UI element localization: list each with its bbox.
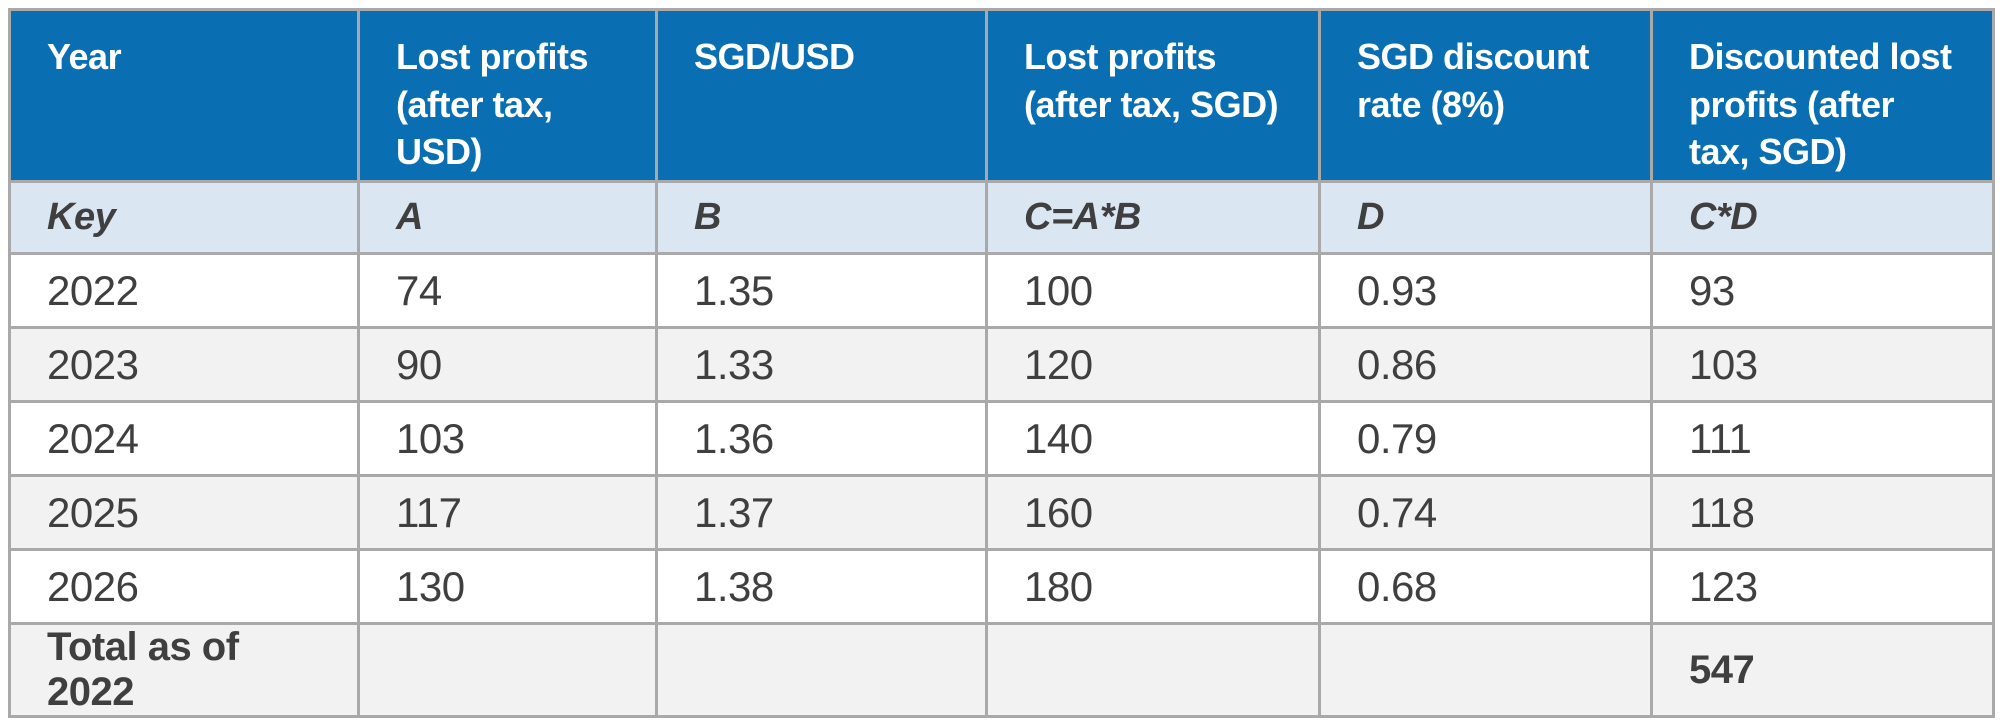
value-cell: 140: [985, 400, 1321, 477]
value-cell: 93: [1650, 252, 1995, 329]
column-header-lost-profits-sgd: Lost profits (after tax, SGD): [985, 8, 1321, 183]
empty-cell: [985, 622, 1321, 718]
empty-cell: [655, 622, 988, 718]
empty-cell: [357, 622, 658, 718]
key-cell-cd: C*D: [1650, 180, 1995, 255]
year-cell: 2022: [8, 252, 360, 329]
key-cell-c: C=A*B: [985, 180, 1321, 255]
key-row: Key A B C=A*B D C*D: [8, 180, 1995, 255]
value-cell: 74: [357, 252, 658, 329]
value-cell: 180: [985, 548, 1321, 625]
value-cell: 120: [985, 326, 1321, 403]
table-row-2025: 2025 117 1.37 160 0.74 118: [8, 474, 1995, 551]
value-cell: 117: [357, 474, 658, 551]
value-cell: 0.93: [1318, 252, 1653, 329]
value-cell: 130: [357, 548, 658, 625]
column-header-year: Year: [8, 8, 360, 183]
column-header-discounted-lost-profits: Discounted lost profits (after tax, SGD): [1650, 8, 1995, 183]
total-value-cell: 547: [1650, 622, 1995, 718]
year-cell: 2023: [8, 326, 360, 403]
value-cell: 90: [357, 326, 658, 403]
year-cell: 2025: [8, 474, 360, 551]
year-cell: 2026: [8, 548, 360, 625]
table-row-2026: 2026 130 1.38 180 0.68 123: [8, 548, 1995, 625]
value-cell: 0.86: [1318, 326, 1653, 403]
value-cell: 118: [1650, 474, 1995, 551]
value-cell: 0.74: [1318, 474, 1653, 551]
total-label-cell: Total as of 2022: [8, 622, 360, 718]
value-cell: 100: [985, 252, 1321, 329]
header-row: Year Lost profits (after tax, USD) SGD/U…: [8, 8, 1995, 183]
total-row: Total as of 2022 547: [8, 622, 1995, 718]
value-cell: 1.33: [655, 326, 988, 403]
key-cell-b: B: [655, 180, 988, 255]
empty-cell: [1318, 622, 1653, 718]
value-cell: 160: [985, 474, 1321, 551]
table-row-2022: 2022 74 1.35 100 0.93 93: [8, 252, 1995, 329]
column-header-sgd-usd: SGD/USD: [655, 8, 988, 183]
table-row-2023: 2023 90 1.33 120 0.86 103: [8, 326, 1995, 403]
column-header-lost-profits-usd: Lost profits (after tax, USD): [357, 8, 658, 183]
value-cell: 1.36: [655, 400, 988, 477]
year-cell: 2024: [8, 400, 360, 477]
value-cell: 1.37: [655, 474, 988, 551]
lost-profits-table: Year Lost profits (after tax, USD) SGD/U…: [8, 8, 1995, 718]
value-cell: 1.38: [655, 548, 988, 625]
value-cell: 111: [1650, 400, 1995, 477]
value-cell: 123: [1650, 548, 1995, 625]
table-row-2024: 2024 103 1.36 140 0.79 111: [8, 400, 1995, 477]
key-cell-a: A: [357, 180, 658, 255]
key-cell-d: D: [1318, 180, 1653, 255]
value-cell: 103: [1650, 326, 1995, 403]
key-label-cell: Key: [8, 180, 360, 255]
column-header-sgd-discount-rate: SGD discount rate (8%): [1318, 8, 1653, 183]
value-cell: 103: [357, 400, 658, 477]
value-cell: 0.79: [1318, 400, 1653, 477]
value-cell: 0.68: [1318, 548, 1653, 625]
value-cell: 1.35: [655, 252, 988, 329]
